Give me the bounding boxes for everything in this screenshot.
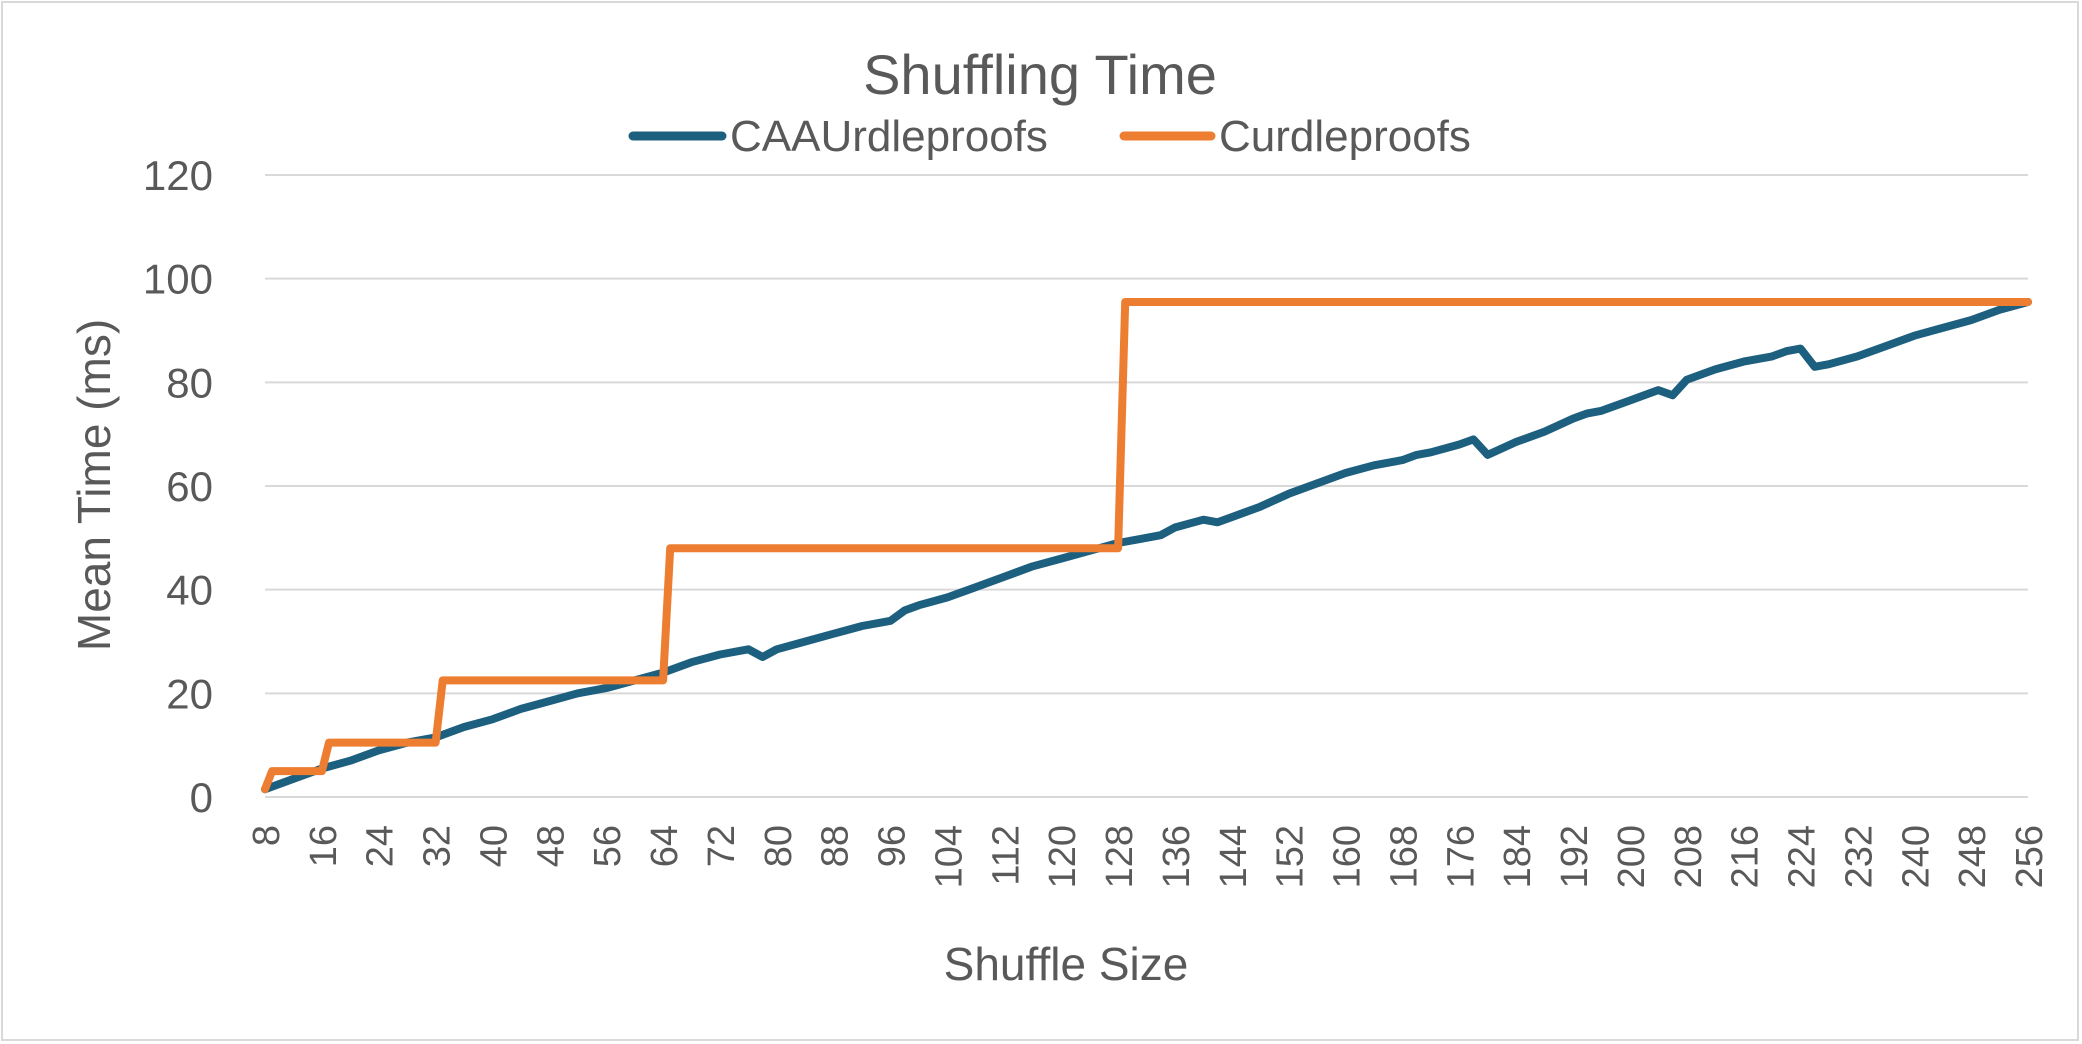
- x-tick-label: 248: [1952, 825, 1994, 888]
- series-line-curdleproofs: [261, 298, 2032, 794]
- legend-label-curdleproofs: Curdleproofs: [1219, 112, 1471, 161]
- x-tick-label: 160: [1327, 825, 1369, 888]
- x-tick-label: 168: [1383, 825, 1425, 888]
- x-tick-label: 32: [417, 825, 459, 867]
- x-tick-label: 8: [246, 825, 288, 846]
- series-line-caaurdleproofs: [261, 298, 2032, 794]
- x-tick-label: 192: [1554, 825, 1596, 888]
- x-tick-label: 128: [1099, 825, 1141, 888]
- x-tick-label: 176: [1440, 825, 1482, 888]
- y-axis-ticks: 0 20 40 60 80 100 120: [143, 152, 213, 821]
- y-tick-label: 80: [166, 359, 213, 406]
- x-tick-label: 96: [872, 825, 914, 867]
- x-tick-label: 64: [644, 825, 686, 867]
- x-tick-label: 112: [985, 825, 1027, 886]
- y-tick-label: 120: [143, 152, 213, 199]
- x-tick-label: 48: [530, 825, 572, 867]
- x-tick-label: 144: [1213, 825, 1255, 888]
- x-tick-label: 232: [1838, 825, 1880, 888]
- y-axis-label: Mean Time (ms): [68, 319, 120, 651]
- y-tick-label: 20: [166, 670, 213, 717]
- x-tick-label: 200: [1611, 825, 1653, 888]
- chart-title: Shuffling Time: [863, 43, 1217, 106]
- x-tick-label: 120: [1042, 825, 1084, 888]
- gridlines: [265, 174, 2028, 798]
- x-tick-label: 224: [1782, 825, 1824, 888]
- x-tick-label: 72: [701, 825, 743, 867]
- legend-label-caaurdleproofs: CAAUrdleproofs: [730, 112, 1048, 161]
- x-tick-label: 136: [1156, 825, 1198, 888]
- x-axis-ticks: 8 16 24 32 40 48 56 64 72 80 88 96 104 112 120 128 136 14…: [246, 825, 2051, 888]
- x-tick-label: 80: [758, 825, 800, 867]
- x-tick-label: 216: [1725, 825, 1767, 888]
- legend: CAAUrdleproofs Curdleproofs: [628, 112, 1471, 161]
- x-tick-label: 40: [473, 825, 515, 867]
- y-tick-label: 60: [166, 463, 213, 510]
- x-tick-label: 256: [2009, 825, 2051, 888]
- x-tick-label: 56: [587, 825, 629, 867]
- y-tick-label: 0: [190, 774, 213, 821]
- x-axis-label: Shuffle Size: [944, 938, 1189, 990]
- y-tick-label: 100: [143, 256, 213, 303]
- x-tick-label: 152: [1270, 825, 1312, 888]
- x-tick-label: 88: [815, 825, 857, 867]
- x-tick-label: 240: [1895, 825, 1937, 888]
- series-lines: [261, 298, 2032, 794]
- x-tick-label: 184: [1497, 825, 1539, 888]
- x-tick-label: 16: [303, 825, 345, 867]
- x-tick-label: 24: [360, 825, 402, 867]
- y-tick-label: 40: [166, 567, 213, 614]
- x-tick-label: 104: [928, 825, 970, 888]
- x-tick-label: 208: [1668, 825, 1710, 888]
